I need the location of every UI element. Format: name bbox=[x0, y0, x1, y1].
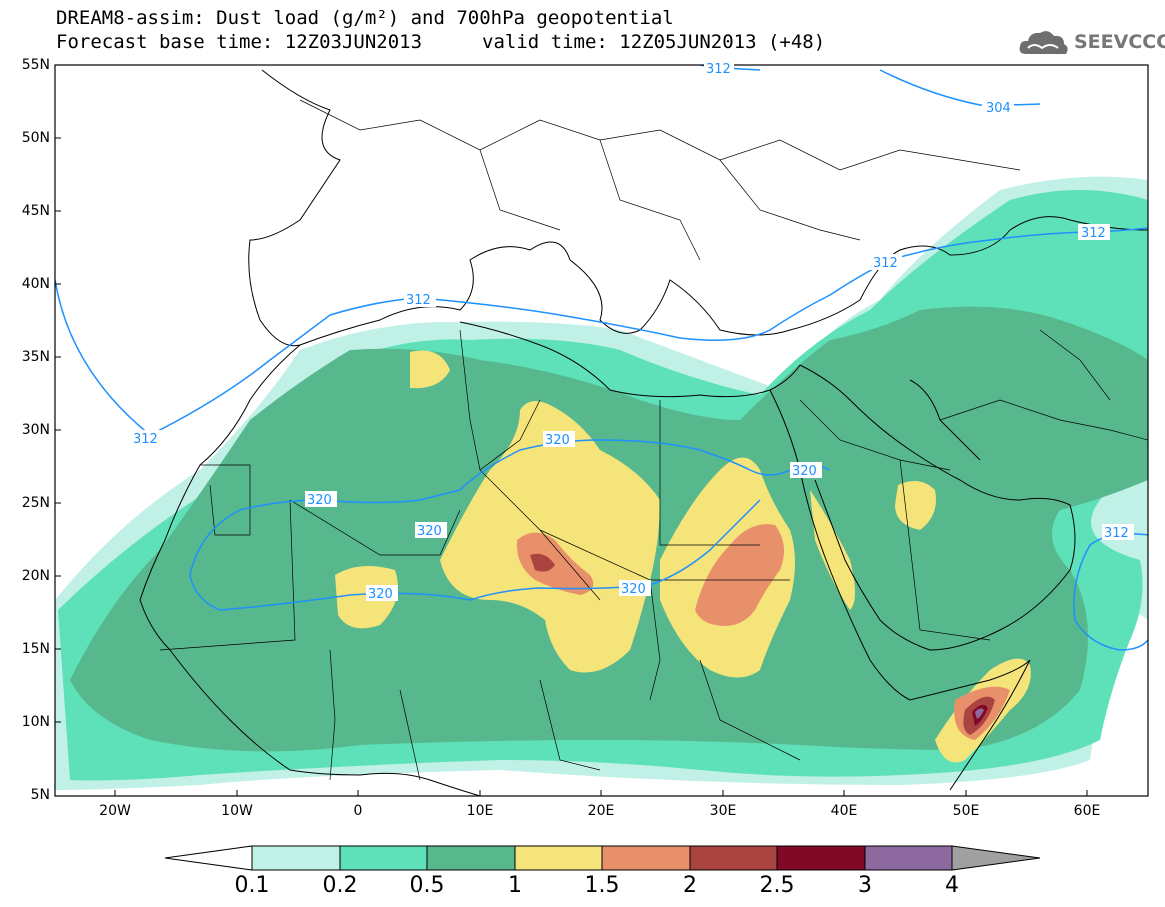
colorbar-label: 0.5 bbox=[409, 873, 445, 898]
lat-label: 35N bbox=[21, 349, 50, 365]
dust-level-1-arabia bbox=[895, 481, 936, 530]
lat-label: 15N bbox=[21, 641, 50, 657]
chart-title: DREAM8-assim: Dust load (g/m²) and 700hP… bbox=[56, 7, 674, 29]
colorbar-label: 1 bbox=[508, 873, 522, 898]
colorbar-bin bbox=[339, 845, 428, 871]
colorbar-bin bbox=[426, 845, 516, 871]
dust-level-2-chad bbox=[530, 553, 555, 572]
valid-time: valid time: 12Z05JUN2013 (+48) bbox=[482, 31, 826, 53]
contour-label: 320 bbox=[368, 587, 393, 602]
seevccc-logo: SEEVCCC bbox=[1018, 24, 1165, 60]
dust-level-1-algeria bbox=[410, 350, 450, 389]
dust-level-1.5-chad bbox=[516, 532, 594, 595]
forecast-times: Forecast base time: 12Z03JUN2013 valid ti… bbox=[56, 31, 825, 53]
contour-label: 312 bbox=[873, 256, 898, 271]
colorbar-bin bbox=[601, 845, 691, 871]
colorbar-bin bbox=[514, 845, 603, 871]
contour-label: 312 bbox=[1104, 526, 1129, 541]
contour-labels: 312 304 312 312 312 320 320 320 320 320 … bbox=[131, 60, 1134, 602]
lat-label: 20N bbox=[21, 568, 50, 584]
contour-label: 312 bbox=[1081, 226, 1106, 241]
colorbar-label: 1.5 bbox=[584, 873, 620, 898]
contour-label: 312 bbox=[133, 432, 158, 447]
lat-label: 30N bbox=[21, 422, 50, 438]
contour-label: 312 bbox=[406, 293, 431, 308]
contour-label: 320 bbox=[545, 433, 570, 448]
colorbar-label: 0.2 bbox=[322, 873, 358, 898]
country-borders bbox=[159, 99, 1148, 781]
lon-label: 60E bbox=[1073, 803, 1101, 819]
colorbar-high-arrow bbox=[951, 845, 1041, 871]
colorbar-bin bbox=[689, 845, 778, 871]
dust-level-1-redsea bbox=[810, 490, 855, 610]
lat-label: 45N bbox=[21, 203, 50, 219]
colorbar bbox=[164, 845, 1041, 871]
contour-label: 312 bbox=[706, 62, 731, 77]
lon-label: 30E bbox=[709, 803, 737, 819]
lat-label: 5N bbox=[30, 787, 50, 803]
lat-label: 55N bbox=[21, 57, 50, 73]
lon-label: 10W bbox=[221, 803, 253, 819]
lat-label: 40N bbox=[21, 276, 50, 292]
base-time: Forecast base time: 12Z03JUN2013 bbox=[56, 31, 423, 53]
contour-label: 320 bbox=[621, 582, 646, 597]
lon-label: 20E bbox=[587, 803, 615, 819]
lon-label: 50E bbox=[952, 803, 980, 819]
colorbar-bin bbox=[776, 845, 866, 871]
colorbar-label: 2 bbox=[683, 873, 697, 898]
colorbar-low-arrow bbox=[164, 845, 253, 871]
lat-label: 50N bbox=[21, 130, 50, 146]
colorbar-bin bbox=[864, 845, 953, 871]
contour-label: 320 bbox=[792, 464, 817, 479]
geopotential-contours bbox=[55, 65, 1148, 651]
lat-label: 10N bbox=[21, 714, 50, 730]
lon-label: 20W bbox=[99, 803, 131, 819]
colorbar-label: 0.1 bbox=[234, 873, 270, 898]
dust-level-4-somalia bbox=[975, 708, 984, 719]
contour-label: 320 bbox=[307, 493, 332, 508]
colorbar-label: 3 bbox=[858, 873, 872, 898]
logo-text: SEEVCCC bbox=[1074, 31, 1165, 53]
cloud-icon bbox=[1019, 31, 1068, 54]
map-ticks bbox=[55, 64, 1088, 796]
lat-label: 25N bbox=[21, 495, 50, 511]
colorbar-label: 2.5 bbox=[759, 873, 795, 898]
colorbar-label: 4 bbox=[945, 873, 959, 898]
contour-label: 304 bbox=[986, 101, 1011, 116]
lon-label: 10E bbox=[466, 803, 494, 819]
lon-label: 0 bbox=[353, 803, 363, 819]
colorbar-bin bbox=[251, 845, 341, 871]
lon-label: 40E bbox=[830, 803, 858, 819]
dust-level-1.5-sudan bbox=[695, 524, 784, 626]
contour-label: 320 bbox=[417, 524, 442, 539]
